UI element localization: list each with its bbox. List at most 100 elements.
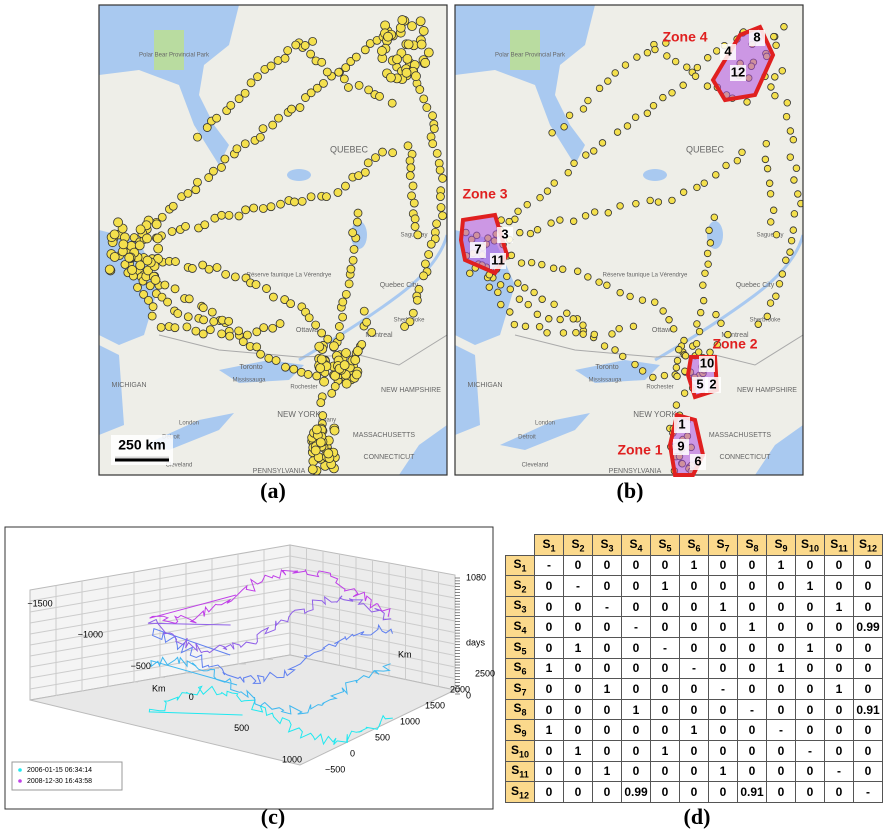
track-point <box>700 297 707 304</box>
track-point <box>323 68 331 76</box>
legend-marker <box>18 768 22 772</box>
map-body: QUEBECOttawaTorontoMontrealQuebec CityMI… <box>99 5 447 475</box>
table-cell: 0 <box>622 740 651 761</box>
s-index: 9 <box>522 728 527 738</box>
table-cell: 0 <box>796 761 825 782</box>
z-tick-label: 1080 <box>466 572 486 582</box>
track-point <box>148 312 156 320</box>
track-point <box>669 89 676 96</box>
s-letter: S <box>859 537 867 551</box>
table-cell: 0 <box>651 596 680 617</box>
table-cell: - <box>622 617 651 638</box>
table-cell: 0 <box>622 637 651 658</box>
track-point <box>260 324 268 332</box>
track-point <box>265 354 273 362</box>
table-cell: 0 <box>854 596 883 617</box>
track-point <box>779 271 786 278</box>
track-point <box>563 310 570 317</box>
s-letter: S <box>629 537 637 551</box>
track-point <box>591 331 598 338</box>
track-point <box>670 326 677 333</box>
z-tick-label: 0 <box>466 690 471 700</box>
track-point <box>712 172 719 179</box>
track-point <box>787 154 794 161</box>
table-cell: 0 <box>651 782 680 803</box>
track-point <box>583 152 590 159</box>
track-point <box>250 204 258 212</box>
track-point <box>614 129 621 136</box>
track-point <box>136 225 145 234</box>
track-point <box>253 343 261 351</box>
table-cell: - <box>680 658 709 679</box>
table-cell: - <box>796 740 825 761</box>
track-point <box>222 270 230 278</box>
s-index: 8 <box>754 543 759 553</box>
table-cell: 0 <box>535 740 564 761</box>
track-point <box>320 377 329 386</box>
table-cell: 0 <box>651 555 680 576</box>
track-point <box>218 211 226 219</box>
track-point <box>525 301 532 308</box>
track-point <box>539 296 546 303</box>
y-tick-label: −500 <box>325 764 345 774</box>
header-row: S1S2S3S4S5S6S7S8S9S10S11S12 <box>506 535 883 556</box>
track-point <box>793 165 800 172</box>
track-point <box>605 78 612 85</box>
table-cell: 1 <box>535 720 564 741</box>
track-point <box>683 64 690 71</box>
track-point <box>319 79 327 87</box>
track-point <box>694 321 701 328</box>
track-point <box>617 203 624 210</box>
table-cell: 0 <box>622 555 651 576</box>
track-point <box>713 311 720 318</box>
map-label: NEW HAMPSHIRE <box>381 387 441 394</box>
track-point <box>504 273 511 280</box>
table-cell: 0 <box>535 782 564 803</box>
track-point <box>772 92 779 99</box>
track-point <box>318 329 326 337</box>
table-cell: 0 <box>796 555 825 576</box>
track-point <box>226 332 234 340</box>
track-point <box>545 315 552 322</box>
track-point <box>531 289 538 296</box>
table-cell: 0 <box>680 699 709 720</box>
track-point <box>192 327 200 335</box>
table-row: S910000100-000 <box>506 720 883 741</box>
track-point <box>773 42 780 49</box>
table-cell: 1 <box>767 555 796 576</box>
s-index: 12 <box>867 543 877 553</box>
track-point <box>430 125 438 133</box>
table-cell: 0.91 <box>854 699 883 720</box>
track-point <box>561 124 568 131</box>
track-point <box>307 50 315 58</box>
track-point <box>262 285 270 293</box>
figure: (a) (b) (c) (d) QUEBECOttawaTorontoMontr… <box>0 0 889 831</box>
table-cell: 0 <box>738 596 767 617</box>
track-point <box>551 180 558 187</box>
table-cell: 0 <box>825 617 854 638</box>
track-point <box>174 310 182 318</box>
track-point <box>548 220 555 227</box>
track-point <box>311 446 320 455</box>
table-cell: 0 <box>854 576 883 597</box>
table-cell: 0.99 <box>622 782 651 803</box>
table-cell: 0 <box>535 637 564 658</box>
track-point <box>570 316 577 323</box>
lake <box>287 169 311 181</box>
track-point <box>355 81 363 89</box>
row-header: S4 <box>506 617 535 638</box>
map-label: Polar Bear Provincial Park <box>139 53 210 59</box>
track-point <box>674 357 681 364</box>
row-header: S7 <box>506 679 535 700</box>
map-label: Rochester <box>290 385 317 391</box>
track-point <box>660 308 667 315</box>
table-cell: 0 <box>593 576 622 597</box>
table-cell: 0 <box>680 637 709 658</box>
track-point <box>436 166 444 174</box>
track-point <box>349 256 357 264</box>
track-point <box>787 128 794 135</box>
s-index: 6 <box>696 543 701 553</box>
table-cell: - <box>854 782 883 803</box>
table-cell: 0 <box>593 782 622 803</box>
map-label: Toronto <box>595 364 618 371</box>
